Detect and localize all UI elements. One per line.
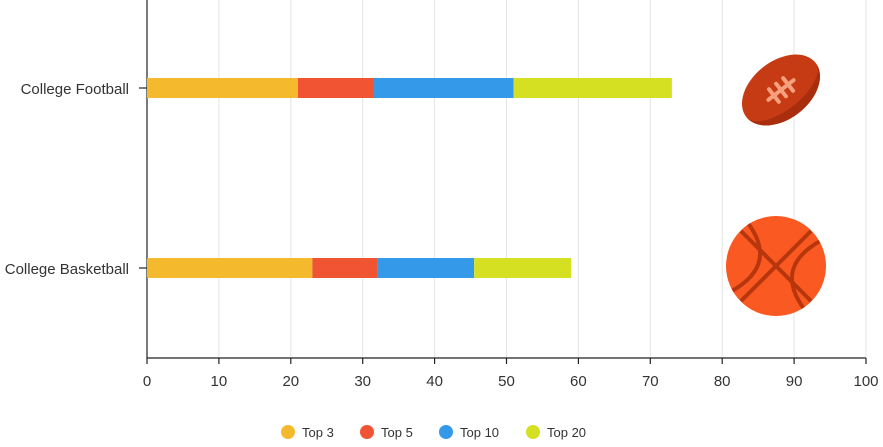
x-tick-label: 100 [853, 373, 878, 390]
bar-segment [377, 258, 475, 278]
bar-segment [373, 78, 514, 98]
legend-swatch [439, 425, 453, 439]
legend-swatch [360, 425, 374, 439]
x-tick-label: 0 [143, 373, 151, 390]
legend-label: Top 10 [460, 425, 499, 440]
legend-label: Top 5 [381, 425, 413, 440]
x-tick-label: 80 [714, 373, 731, 390]
bar-segment [147, 78, 298, 98]
legend-item: Top 10 [439, 425, 499, 440]
x-tick-label: 10 [211, 373, 228, 390]
x-tick-label: 60 [570, 373, 587, 390]
bar-segment [513, 78, 672, 98]
x-tick-label: 40 [426, 373, 443, 390]
legend-label: Top 20 [547, 425, 586, 440]
legend: Top 3 Top 5 Top 10 Top 20 [281, 425, 586, 440]
x-tick-label: 30 [354, 373, 371, 390]
x-tick-label: 90 [786, 373, 803, 390]
legend-swatch [526, 425, 540, 439]
x-tick-label: 20 [282, 373, 299, 390]
bar-segment [297, 78, 374, 98]
legend-item: Top 20 [526, 425, 586, 440]
bar-segment [312, 258, 378, 278]
category-label-college-football: College Football [21, 81, 129, 98]
x-tick-label: 70 [642, 373, 659, 390]
gridlines [218, 0, 867, 358]
bar-segment [474, 258, 572, 278]
basketball-icon [726, 216, 826, 316]
category-label-college-basketball: College Basketball [5, 261, 129, 278]
bar-segment [147, 258, 313, 278]
x-tick-label: 50 [498, 373, 515, 390]
legend-item: Top 5 [360, 425, 413, 440]
football-icon [742, 54, 820, 126]
category-labels: College Football College Basketball [5, 81, 147, 278]
bars [147, 78, 672, 278]
legend-label: Top 3 [302, 425, 334, 440]
legend-item: Top 3 [281, 425, 334, 440]
x-tick-labels: 0 10 20 30 40 50 60 70 80 90 100 [143, 358, 879, 390]
legend-swatch [281, 425, 295, 439]
